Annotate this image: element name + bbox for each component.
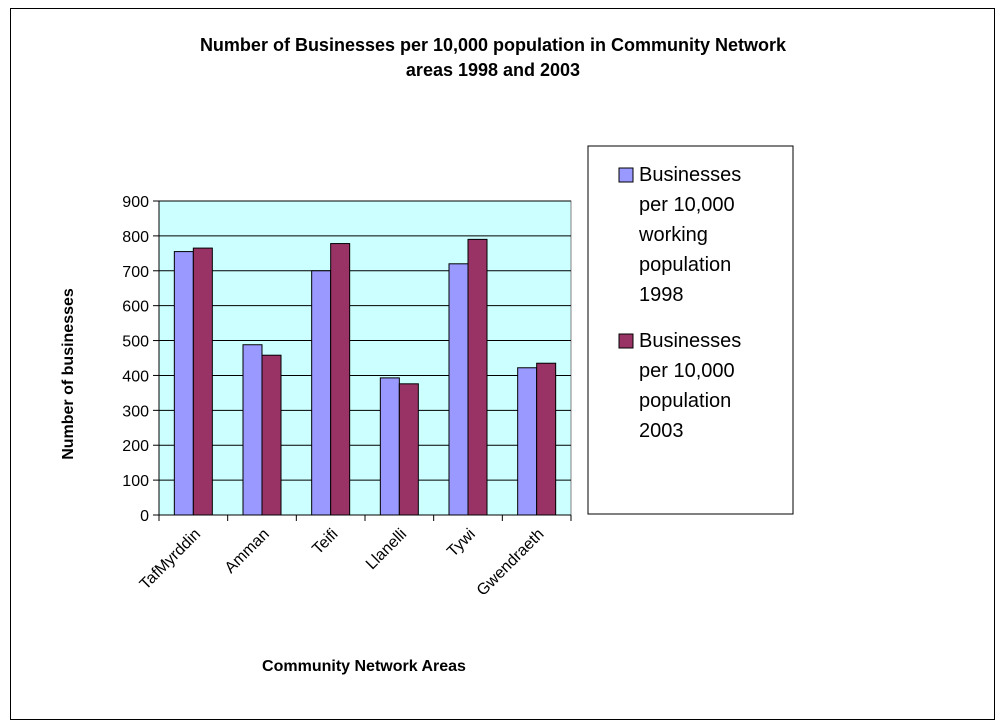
y-axis-title: Number of businesses xyxy=(60,288,77,460)
legend-label-2: 2003 xyxy=(639,420,684,442)
bar-2003-gwendraeth xyxy=(536,362,557,516)
chart-frame: Number of Businesses per 10,000 populati… xyxy=(10,8,995,720)
bar-1998-teifi xyxy=(311,270,332,516)
bar-1998-tywi xyxy=(448,263,469,516)
legend-box xyxy=(587,145,794,515)
y-tick-label: 100 xyxy=(122,473,149,490)
y-tick-label: 400 xyxy=(122,368,149,385)
axes xyxy=(153,200,572,521)
x-tick-label: Llanelli xyxy=(363,526,410,573)
legend: Businesses per 10,000 working population 199… xyxy=(587,145,794,515)
legend-label-2: per 10,000 xyxy=(639,360,735,382)
bar-1998-amman xyxy=(242,344,263,516)
x-tick-labels: TafMyrddin Amman Teifi Llanelli TywiGwendrae… xyxy=(137,526,548,600)
bar-1998-llanelli xyxy=(379,377,400,516)
y-tick-label: 500 xyxy=(122,334,149,351)
legend-label-1: per 10,000 xyxy=(639,194,735,216)
legend-label-2: Businesses xyxy=(639,330,741,352)
legend-label-1: 1998 xyxy=(639,284,684,306)
bar-1998-gwendraeth xyxy=(517,367,538,516)
y-tick-label: 600 xyxy=(122,299,149,316)
x-tick-label: Amman xyxy=(222,526,273,577)
bar-2003-tafmyrddin xyxy=(192,247,213,516)
y-tick-label: 900 xyxy=(122,194,149,211)
legend-label-1: Businesses xyxy=(639,164,741,186)
y-tick-label: 700 xyxy=(122,264,149,281)
gridlines xyxy=(159,200,571,481)
legend-swatch-2 xyxy=(618,333,634,349)
plot-area xyxy=(158,200,572,516)
bar-2003-llanelli xyxy=(398,383,419,516)
x-tick-label: Teifi xyxy=(309,526,341,558)
x-tick-label: Gwendraeth xyxy=(474,526,548,600)
y-tick-label: 0 xyxy=(140,508,149,525)
bar-2003-tywi xyxy=(467,238,488,516)
x-axis-title: Community Network Areas xyxy=(262,658,466,675)
legend-label-2: population xyxy=(639,390,731,412)
chart-title-line-1: Number of Businesses per 10,000 populati… xyxy=(200,35,787,55)
legend-label-1: population xyxy=(639,254,731,276)
y-tick-label: 200 xyxy=(122,438,149,455)
bar-2003-teifi xyxy=(330,243,351,516)
chart-title-line-2: areas 1998 and 2003 xyxy=(406,60,580,80)
bar-2003-amman xyxy=(261,354,282,516)
bar-1998-tafmyrddin xyxy=(173,251,194,516)
bar-chart: Number of Businesses per 10,000 populati… xyxy=(60,35,794,675)
y-tick-label: 800 xyxy=(122,229,149,246)
x-tick-label: Tywi xyxy=(444,526,479,561)
x-tick-label: TafMyrddin xyxy=(137,526,204,593)
y-tick-labels: 0 100 200 300 400 500 600 700 800 900 xyxy=(122,194,149,525)
legend-label-1: working xyxy=(638,224,708,246)
legend-swatch-1 xyxy=(618,167,634,183)
y-tick-label: 300 xyxy=(122,403,149,420)
